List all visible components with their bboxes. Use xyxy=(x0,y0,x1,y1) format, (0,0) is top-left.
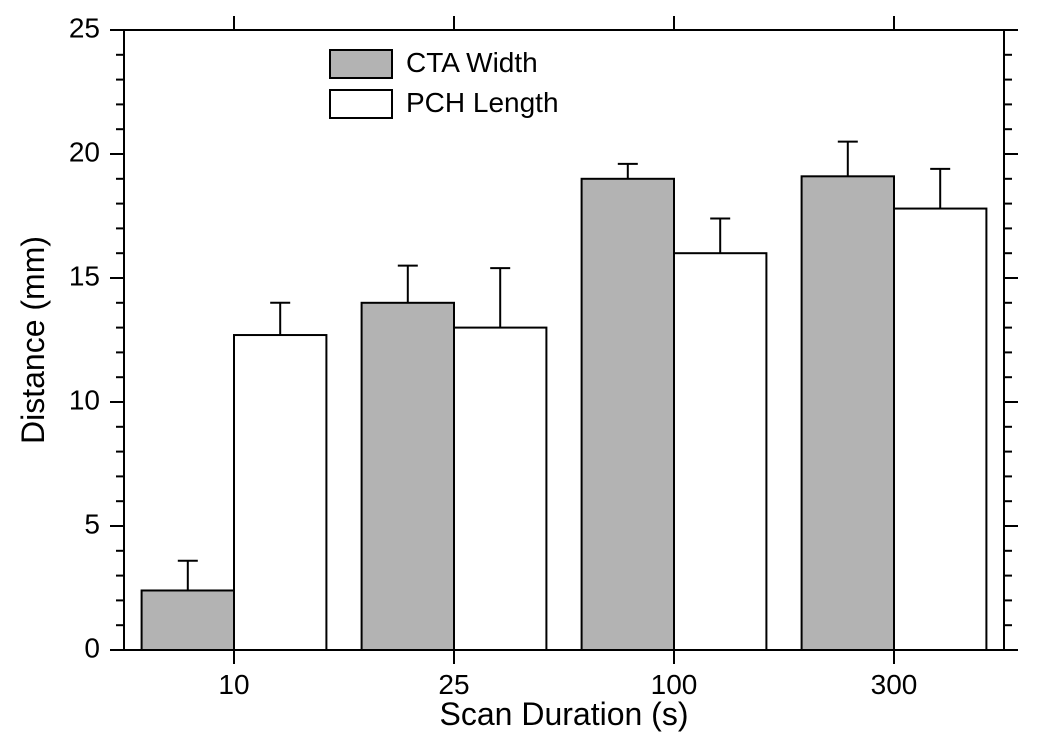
y-axis-title: Distance (mm) xyxy=(15,236,51,444)
legend-label: CTA Width xyxy=(406,47,538,78)
bar-pch-length xyxy=(454,328,546,650)
y-tick-label: 15 xyxy=(69,260,100,291)
y-tick-label: 0 xyxy=(84,632,100,663)
bar-pch-length xyxy=(234,335,326,650)
bar-pch-length xyxy=(894,209,986,650)
legend-swatch xyxy=(330,50,392,78)
bar-chart: 05101520251025100300Scan Duration (s)Dis… xyxy=(0,0,1050,756)
legend-swatch xyxy=(330,90,392,118)
chart-container: 05101520251025100300Scan Duration (s)Dis… xyxy=(0,0,1050,756)
y-tick-label: 20 xyxy=(69,136,100,167)
bar-pch-length xyxy=(674,253,766,650)
legend-label: PCH Length xyxy=(406,87,559,118)
x-tick-label: 10 xyxy=(218,669,249,700)
x-axis-title: Scan Duration (s) xyxy=(440,696,689,732)
x-tick-label: 300 xyxy=(871,669,918,700)
y-tick-label: 5 xyxy=(84,508,100,539)
bar-cta-width xyxy=(582,179,674,650)
bar-cta-width xyxy=(802,176,894,650)
bar-cta-width xyxy=(142,590,234,650)
bar-cta-width xyxy=(362,303,454,650)
y-tick-label: 10 xyxy=(69,384,100,415)
y-tick-label: 25 xyxy=(69,12,100,43)
